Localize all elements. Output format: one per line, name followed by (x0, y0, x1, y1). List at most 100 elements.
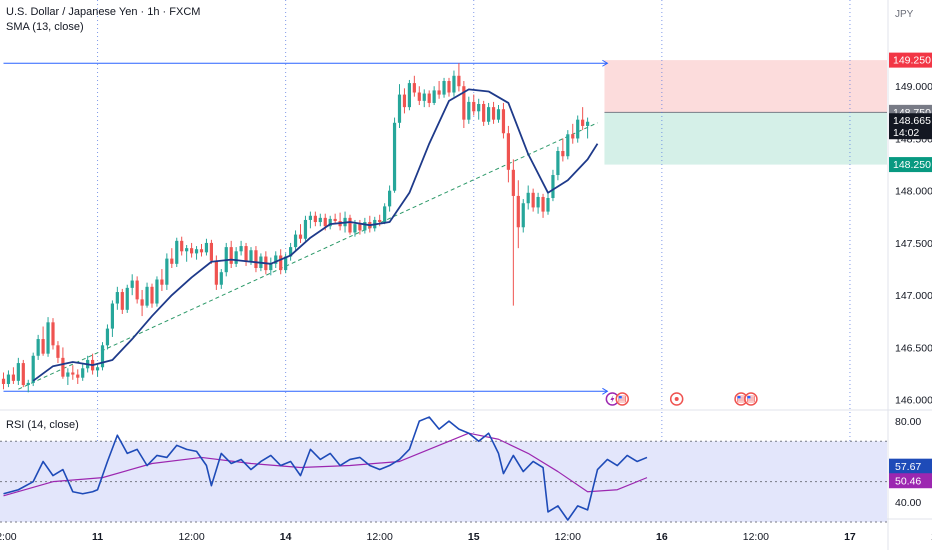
candle[interactable] (561, 138, 565, 162)
candle[interactable] (145, 282, 149, 308)
candle[interactable] (125, 284, 129, 313)
candle[interactable] (175, 237, 179, 267)
price-label-tag[interactable] (889, 113, 932, 140)
trend-line[interactable] (18, 122, 598, 390)
candle[interactable] (358, 219, 362, 235)
candle[interactable] (556, 146, 560, 181)
candle[interactable] (100, 342, 105, 371)
candle[interactable] (293, 230, 298, 251)
candle[interactable] (452, 70, 456, 97)
candle[interactable] (536, 192, 540, 214)
candle[interactable] (150, 283, 154, 308)
candle[interactable] (61, 347, 65, 379)
candle[interactable] (1, 372, 6, 390)
candle[interactable] (397, 84, 402, 129)
rsi-line[interactable] (3, 416, 648, 521)
lightning-icon[interactable] (605, 392, 620, 406)
candle[interactable] (194, 246, 199, 260)
candle[interactable] (6, 370, 11, 388)
candle[interactable] (155, 276, 159, 307)
candle[interactable] (204, 238, 209, 256)
candle[interactable] (269, 257, 273, 276)
candle[interactable] (190, 242, 194, 258)
candle[interactable] (130, 274, 134, 296)
candle[interactable] (328, 215, 332, 230)
rsi-ma-line[interactable] (3, 432, 648, 497)
stop-loss-zone[interactable] (604, 60, 887, 113)
candle[interactable] (170, 248, 174, 269)
candle[interactable] (412, 75, 416, 97)
candle[interactable] (289, 242, 293, 261)
candle[interactable] (76, 369, 80, 384)
us-flag-icon[interactable] (744, 392, 758, 406)
candle[interactable] (516, 180, 520, 249)
candle[interactable] (234, 247, 238, 267)
currency-label[interactable]: JPY (895, 9, 914, 20)
candle[interactable] (313, 211, 317, 227)
candle[interactable] (571, 123, 575, 144)
candle[interactable] (274, 251, 278, 269)
candle[interactable] (16, 357, 20, 386)
candle[interactable] (66, 368, 70, 386)
candle[interactable] (526, 185, 530, 210)
candle[interactable] (383, 203, 387, 225)
candle[interactable] (21, 359, 25, 388)
candle[interactable] (185, 245, 189, 262)
dot-icon[interactable] (669, 392, 684, 406)
candle[interactable] (442, 77, 446, 98)
candle[interactable] (303, 215, 308, 241)
candle[interactable] (531, 188, 535, 212)
candle[interactable] (209, 239, 213, 264)
candle[interactable] (467, 96, 471, 124)
candle[interactable] (581, 107, 585, 131)
candle[interactable] (338, 212, 342, 231)
candle[interactable] (491, 101, 496, 124)
candle[interactable] (110, 300, 114, 337)
candle[interactable] (219, 269, 223, 289)
candle[interactable] (511, 159, 515, 306)
candle[interactable] (180, 236, 184, 256)
candle[interactable] (244, 242, 248, 266)
us-flag-icon[interactable] (734, 392, 748, 406)
us-flag-icon[interactable] (615, 392, 629, 406)
candle[interactable] (477, 98, 481, 120)
candle[interactable] (417, 86, 421, 106)
candle[interactable] (279, 249, 283, 275)
candle[interactable] (11, 367, 15, 384)
candle[interactable] (105, 324, 110, 350)
candle[interactable] (229, 240, 233, 269)
candle[interactable] (541, 193, 545, 218)
sma-legend[interactable]: SMA (13, close) (6, 21, 84, 33)
rsi-legend[interactable]: RSI (14, close) (6, 419, 79, 431)
candle[interactable] (165, 253, 169, 290)
candle[interactable] (160, 269, 164, 291)
candle[interactable] (551, 169, 555, 202)
candle[interactable] (392, 117, 397, 193)
candle[interactable] (546, 192, 550, 215)
candle[interactable] (298, 224, 303, 243)
candle[interactable] (254, 246, 258, 273)
candle[interactable] (388, 185, 392, 212)
candle[interactable] (457, 63, 461, 92)
candle[interactable] (506, 125, 510, 183)
candle[interactable] (402, 88, 407, 114)
candle[interactable] (482, 100, 486, 126)
candle[interactable] (333, 213, 337, 225)
candle[interactable] (586, 117, 590, 139)
candle[interactable] (363, 217, 367, 234)
candle[interactable] (422, 89, 426, 108)
candle[interactable] (115, 286, 119, 310)
candle[interactable] (51, 318, 55, 350)
candle[interactable] (81, 364, 85, 381)
candle[interactable] (41, 326, 45, 356)
take-profit-zone[interactable] (604, 112, 887, 165)
candle[interactable] (462, 81, 466, 129)
candle[interactable] (427, 90, 431, 108)
candle[interactable] (56, 341, 60, 364)
sma-line[interactable] (32, 88, 599, 382)
candle[interactable] (71, 365, 75, 380)
candle[interactable] (472, 94, 476, 116)
candle[interactable] (36, 334, 40, 360)
candle[interactable] (496, 105, 501, 123)
price-label-tag[interactable] (889, 157, 932, 173)
